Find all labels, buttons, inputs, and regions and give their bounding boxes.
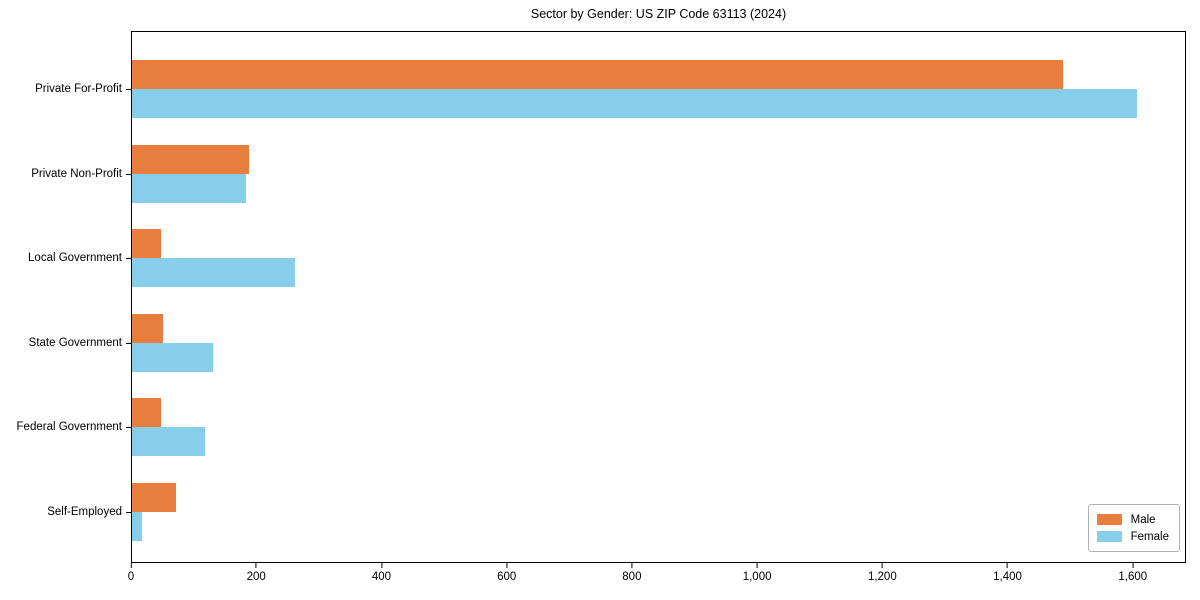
y-axis-label: Federal Government bbox=[16, 421, 122, 434]
female-bar bbox=[132, 89, 1137, 119]
x-tick-mark bbox=[756, 563, 758, 568]
male-bar bbox=[132, 144, 249, 174]
male-bar bbox=[132, 60, 1064, 90]
x-tick: 1,600 bbox=[1118, 563, 1147, 583]
x-tick-mark bbox=[631, 563, 633, 568]
y-axis-label: State Government bbox=[28, 336, 122, 349]
x-tick-mark bbox=[1132, 563, 1134, 568]
bar-group bbox=[132, 313, 1185, 372]
female-swatch bbox=[1096, 531, 1122, 542]
male-bar bbox=[132, 313, 163, 343]
x-tick: 800 bbox=[622, 563, 641, 583]
y-axis-label: Local Government bbox=[28, 252, 122, 265]
bar-group bbox=[132, 144, 1185, 203]
x-axis: 0 200 400 600 800 1,000 1,200 1,400 1,600 bbox=[128, 563, 1186, 593]
bar-group bbox=[132, 482, 1185, 541]
x-tick-label: 800 bbox=[622, 571, 642, 583]
x-tick-label: 0 bbox=[127, 571, 135, 583]
y-tick-mark bbox=[126, 258, 131, 260]
x-tick: 200 bbox=[247, 563, 266, 583]
x-tick-mark bbox=[881, 563, 883, 568]
y-tick-mark bbox=[126, 427, 131, 429]
category-row: Federal Government bbox=[17, 385, 1185, 470]
x-tick-label: 1,000 bbox=[742, 571, 772, 583]
x-tick: 1,400 bbox=[993, 563, 1022, 583]
female-bar bbox=[132, 258, 296, 288]
female-bar bbox=[132, 173, 246, 203]
legend-item: Male bbox=[1096, 511, 1169, 528]
plot-area: Private For-Profit Private Non-Profit Loca… bbox=[17, 31, 1186, 563]
x-tick-label: 1,600 bbox=[1118, 571, 1148, 583]
category-row: State Government bbox=[29, 301, 1185, 386]
x-tick: 0 bbox=[128, 563, 134, 583]
male-bar bbox=[132, 398, 162, 428]
legend: Male Female bbox=[1087, 504, 1180, 552]
y-tick-mark bbox=[126, 511, 131, 513]
x-tick-mark bbox=[506, 563, 508, 568]
male-swatch bbox=[1096, 514, 1122, 525]
chart-title: Sector by Gender: US ZIP Code 63113 (202… bbox=[530, 7, 787, 21]
male-bar bbox=[132, 229, 161, 259]
category-row: Local Government bbox=[28, 216, 1185, 301]
x-tick-mark bbox=[1007, 563, 1009, 568]
bar-rows: Private For-Profit Private Non-Profit Loca… bbox=[17, 32, 1185, 562]
bar-group bbox=[132, 60, 1185, 119]
x-tick-label: 1,400 bbox=[993, 571, 1022, 583]
category-row: Private Non-Profit bbox=[31, 132, 1185, 217]
y-axis-label: Private Non-Profit bbox=[31, 167, 122, 180]
y-axis-label: Self-Employed bbox=[47, 505, 122, 518]
x-tick-label: 1,200 bbox=[867, 571, 897, 583]
x-tick-mark bbox=[380, 563, 382, 568]
female-bar bbox=[132, 511, 142, 541]
category-row: Self-Employed bbox=[47, 470, 1185, 555]
x-tick: 1,200 bbox=[868, 563, 897, 583]
category-row: Private For-Profit bbox=[35, 47, 1185, 132]
y-axis-label: Private For-Profit bbox=[35, 83, 122, 96]
x-tick-mark bbox=[130, 563, 132, 568]
bar-group bbox=[132, 398, 1185, 457]
x-tick-label: 400 bbox=[371, 571, 392, 583]
x-tick-mark bbox=[255, 563, 257, 568]
female-bar bbox=[132, 427, 206, 457]
bar-group bbox=[132, 229, 1185, 288]
x-tick-label: 600 bbox=[497, 571, 517, 583]
x-tick-label: 200 bbox=[246, 571, 266, 583]
x-tick: 1,000 bbox=[743, 563, 772, 583]
x-tick: 400 bbox=[372, 563, 391, 583]
male-bar bbox=[132, 482, 176, 512]
y-tick-mark bbox=[126, 342, 131, 344]
legend-label: Male bbox=[1130, 513, 1156, 526]
y-tick-mark bbox=[126, 173, 131, 175]
legend-item: Female bbox=[1096, 528, 1169, 545]
y-tick-mark bbox=[126, 89, 131, 91]
legend-label: Female bbox=[1130, 530, 1169, 543]
x-tick: 600 bbox=[497, 563, 516, 583]
female-bar bbox=[132, 342, 214, 372]
